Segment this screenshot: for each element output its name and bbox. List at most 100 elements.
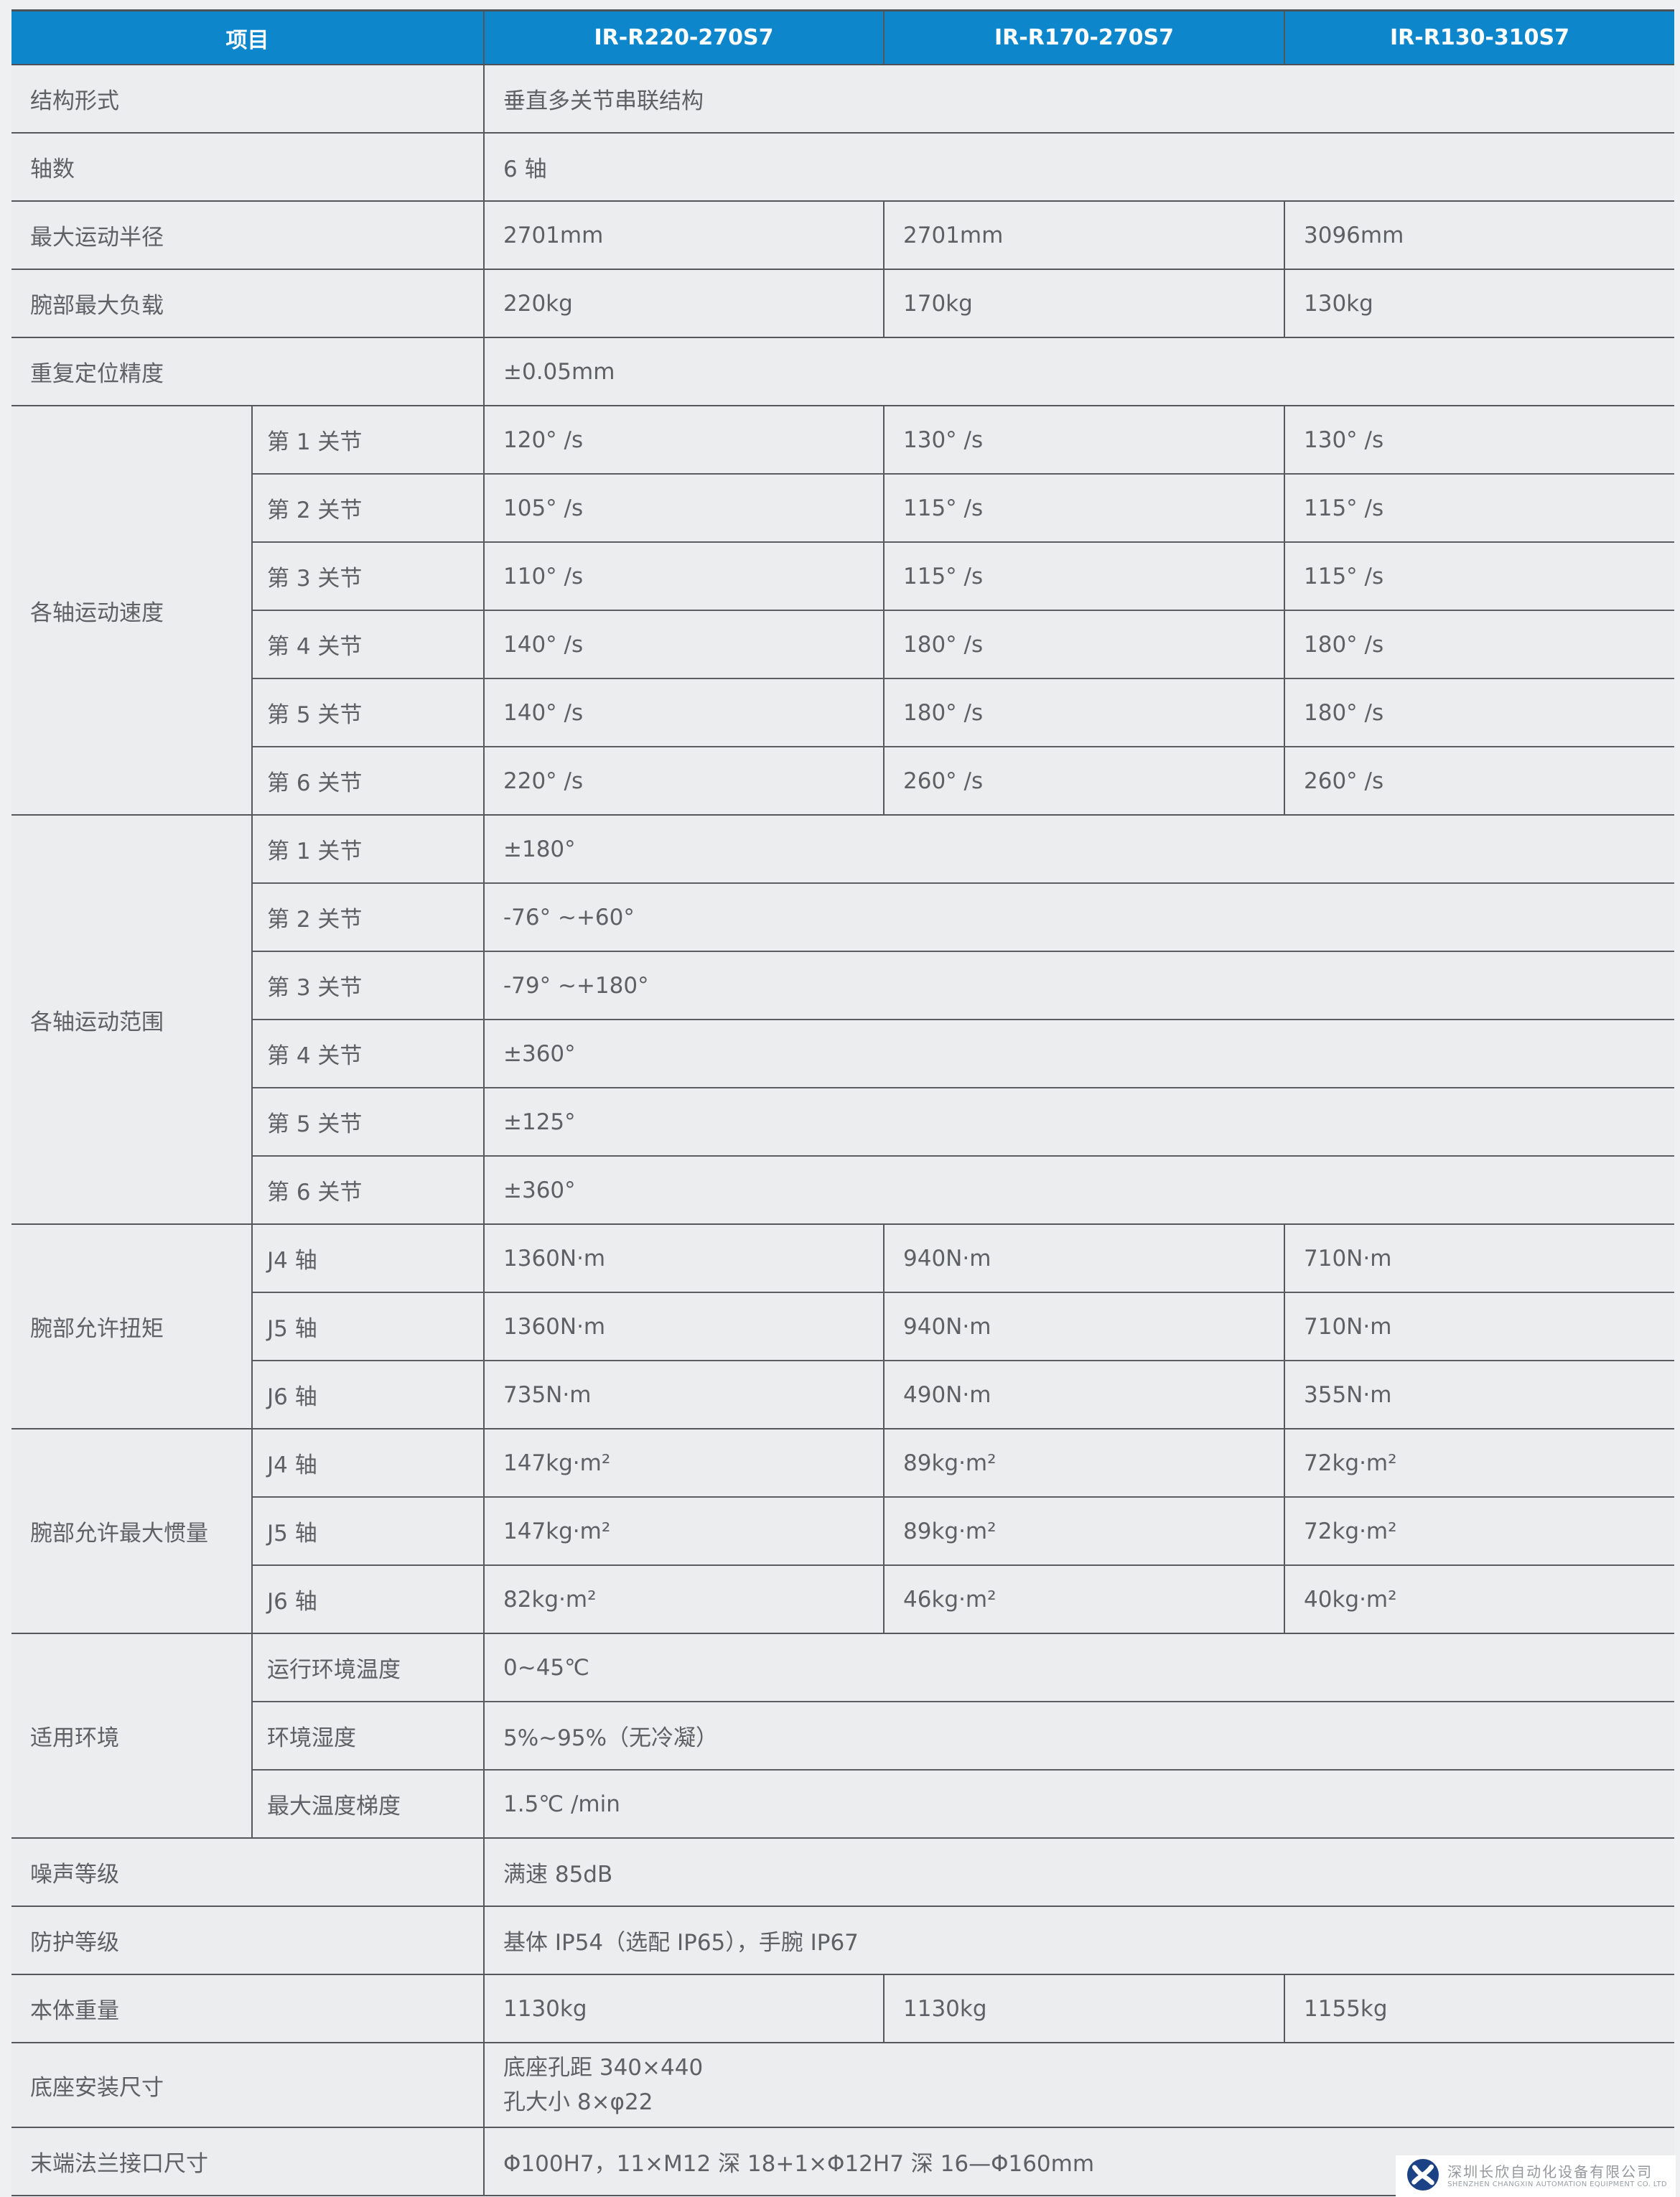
row-payload-value-2: 170kg (885, 270, 1285, 337)
subrow-speed-j2: 第 2 关节 105° /s 115° /s 115° /s (253, 475, 1674, 543)
range-j6-value: ±360° (503, 1177, 576, 1203)
subrow-speed-j5: 第 5 关节 140° /s 180° /s 180° /s (253, 679, 1674, 747)
inertia-j4-v3: 72kg·m² (1304, 1450, 1397, 1476)
inertia-j4-label: J4 轴 (253, 1429, 485, 1496)
speed-j2-v2: 115° /s (885, 475, 1285, 541)
torque-j4-label: J4 轴 (253, 1225, 485, 1292)
speed-j3-v1: 110° /s (485, 543, 885, 610)
table-header-row: 项目 IR-R220-270S7 IR-R170-270S7 IR-R130-3… (11, 11, 1674, 65)
inertia-j5-v1: 147kg·m² (485, 1498, 885, 1564)
row-base-mount-value: 底座孔距 340×440 孔大小 8×φ22 (485, 2043, 1674, 2127)
subrow-range-j3: 第 3 关节 -79° ~+180° (253, 952, 1674, 1020)
row-structure-label: 结构形式 (11, 65, 485, 132)
row-weight: 本体重量 1130kg 1130kg 1155kg (11, 1975, 1674, 2043)
speed-j3-label: 第 3 关节 (253, 543, 485, 610)
inertia-j4-v2: 89kg·m² (885, 1429, 1285, 1496)
row-structure-value: 垂直多关节串联结构 (503, 88, 704, 114)
subrow-env-temp: 运行环境温度 0~45℃ (253, 1634, 1674, 1702)
env-gradient-value: 1.5℃ /min (503, 1791, 620, 1817)
subrow-range-j5: 第 5 关节 ±125° (253, 1088, 1674, 1157)
row-payload: 腕部最大负载 220kg 170kg 130kg (11, 270, 1674, 338)
inertia-j6-label: J6 轴 (253, 1566, 485, 1633)
inertia-j6-v1: 82kg·m² (485, 1566, 885, 1633)
env-humidity-value: 5%~95%（无冷凝） (503, 1725, 719, 1751)
row-repeatability-value: ±0.05mm (503, 358, 615, 385)
subrow-torque-j5: J5 轴 1360N·m 940N·m 710N·m (253, 1293, 1674, 1361)
speed-j5-v2: 180° /s (885, 679, 1285, 746)
company-logo: 深圳长欣自动化设备有限公司 SHENZHEN CHANGXIN AUTOMATI… (1396, 2155, 1676, 2197)
range-j3-label: 第 3 关节 (253, 952, 485, 1019)
base-mount-line-1: 底座孔距 340×440 (503, 2054, 704, 2081)
row-flange-label: 末端法兰接口尺寸 (11, 2128, 485, 2195)
range-j4-value: ±360° (503, 1040, 576, 1067)
row-base-mount-label: 底座安装尺寸 (11, 2043, 485, 2127)
subrow-inertia-j6: J6 轴 82kg·m² 46kg·m² 40kg·m² (253, 1566, 1674, 1633)
speed-j2-label: 第 2 关节 (253, 475, 485, 541)
header-item-cell: 项目 (11, 11, 485, 64)
subrow-range-j1: 第 1 关节 ±180° (253, 816, 1674, 884)
row-base-mount: 底座安装尺寸 底座孔距 340×440 孔大小 8×φ22 (11, 2043, 1674, 2128)
inertia-j4-v1: 147kg·m² (485, 1429, 885, 1496)
range-j2-label: 第 2 关节 (253, 884, 485, 951)
speed-j5-label: 第 5 关节 (253, 679, 485, 746)
row-axes-label: 轴数 (11, 134, 485, 200)
torque-j4-v1: 1360N·m (485, 1225, 885, 1292)
header-model-2: IR-R170-270S7 (885, 11, 1285, 64)
row-protection-value: 基体 IP54（选配 IP65），手腕 IP67 (503, 1930, 859, 1956)
speed-j4-v3: 180° /s (1304, 631, 1384, 658)
subrow-env-humidity: 环境湿度 5%~95%（无冷凝） (253, 1702, 1674, 1771)
row-payload-label: 腕部最大负载 (11, 270, 485, 337)
company-logo-icon (1407, 2159, 1439, 2193)
subrow-inertia-j5: J5 轴 147kg·m² 89kg·m² 72kg·m² (253, 1498, 1674, 1566)
group-torque: 腕部允许扭矩 J4 轴 1360N·m 940N·m 710N·m J5 轴 1… (11, 1225, 1674, 1429)
subrow-speed-j3: 第 3 关节 110° /s 115° /s 115° /s (253, 543, 1674, 611)
row-weight-label: 本体重量 (11, 1975, 485, 2042)
header-model-3: IR-R130-310S7 (1285, 11, 1674, 64)
company-name-en: SHENZHEN CHANGXIN AUTOMATION EQUIPMENT C… (1447, 2180, 1667, 2188)
group-inertia: 腕部允许最大惯量 J4 轴 147kg·m² 89kg·m² 72kg·m² J… (11, 1429, 1674, 1634)
env-temp-value: 0~45℃ (503, 1654, 589, 1681)
speed-j6-v1: 220° /s (485, 747, 885, 814)
group-inertia-label: 腕部允许最大惯量 (30, 1521, 208, 1547)
speed-j1-v2: 130° /s (885, 406, 1285, 473)
subrow-range-j2: 第 2 关节 -76° ~+60° (253, 884, 1674, 952)
row-payload-value-3: 130kg (1304, 290, 1373, 317)
speed-j3-v3: 115° /s (1304, 563, 1384, 589)
header-model-1: IR-R220-270S7 (485, 11, 885, 64)
range-j5-value: ±125° (503, 1109, 576, 1135)
env-humidity-label: 环境湿度 (253, 1702, 485, 1769)
range-j5-label: 第 5 关节 (253, 1088, 485, 1155)
inertia-j6-v2: 46kg·m² (885, 1566, 1285, 1633)
range-j6-label: 第 6 关节 (253, 1157, 485, 1223)
row-noise-label: 噪声等级 (11, 1839, 485, 1906)
row-radius: 最大运动半径 2701mm 2701mm 3096mm (11, 202, 1674, 270)
subrow-range-j6: 第 6 关节 ±360° (253, 1157, 1674, 1223)
range-j2-value: -76° ~+60° (503, 904, 635, 930)
inertia-j5-v2: 89kg·m² (885, 1498, 1285, 1564)
speed-j5-v1: 140° /s (485, 679, 885, 746)
row-radius-value-1: 2701mm (485, 202, 885, 269)
range-j3-value: -79° ~+180° (503, 972, 649, 999)
row-axes-value: 6 轴 (503, 157, 547, 182)
base-mount-line-2: 孔大小 8×φ22 (503, 2089, 653, 2115)
speed-j2-v3: 115° /s (1304, 495, 1384, 521)
row-repeatability: 重复定位精度 ±0.05mm (11, 338, 1674, 406)
subrow-torque-j6: J6 轴 735N·m 490N·m 355N·m (253, 1361, 1674, 1428)
company-name-cn: 深圳长欣自动化设备有限公司 (1447, 2163, 1653, 2180)
row-noise: 噪声等级 满速 85dB (11, 1839, 1674, 1907)
torque-j6-v3: 355N·m (1304, 1381, 1392, 1408)
group-speed: 各轴运动速度 第 1 关节 120° /s 130° /s 130° /s 第 … (11, 406, 1674, 816)
range-j1-value: ±180° (503, 836, 576, 862)
torque-j4-v2: 940N·m (885, 1225, 1285, 1292)
subrow-inertia-j4: J4 轴 147kg·m² 89kg·m² 72kg·m² (253, 1429, 1674, 1498)
speed-j4-v2: 180° /s (885, 611, 1285, 678)
row-flange-value: Φ100H7，11×M12 深 18+1×Φ12H7 深 16—Φ160mm (503, 2151, 1095, 2177)
inertia-j5-v3: 72kg·m² (1304, 1518, 1397, 1544)
group-torque-label: 腕部允许扭矩 (30, 1316, 164, 1342)
row-axes: 轴数 6 轴 (11, 134, 1674, 202)
row-structure: 结构形式 垂直多关节串联结构 (11, 65, 1674, 134)
row-protection: 防护等级 基体 IP54（选配 IP65），手腕 IP67 (11, 1907, 1674, 1975)
group-range-label: 各轴运动范围 (30, 1009, 164, 1035)
row-protection-label: 防护等级 (11, 1907, 485, 1974)
row-weight-value-2: 1130kg (885, 1975, 1285, 2042)
